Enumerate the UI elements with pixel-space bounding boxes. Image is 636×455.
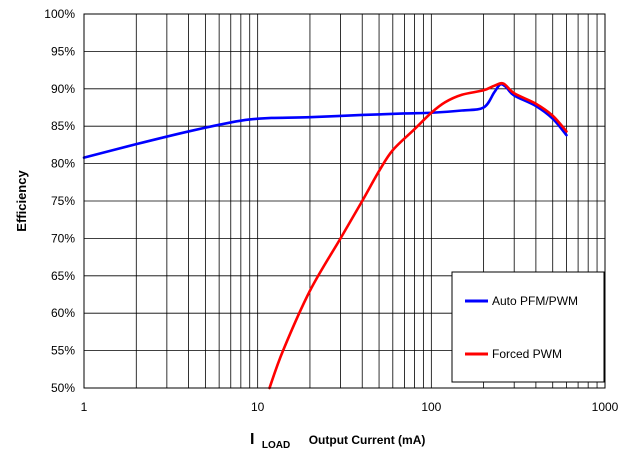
y-tick-label: 55% xyxy=(51,344,75,358)
y-axis-label: Efficiency xyxy=(14,170,29,232)
y-tick-label: 75% xyxy=(51,194,75,208)
legend-label-auto-pfm-pwm: Auto PFM/PWM xyxy=(492,294,578,308)
legend-box xyxy=(451,271,605,383)
plot-border xyxy=(83,13,606,389)
y-tick-label: 85% xyxy=(51,119,75,133)
y-tick-label: 65% xyxy=(51,269,75,283)
x-tick-label: 1 xyxy=(81,400,88,414)
series-line-forced-pwm xyxy=(268,81,568,390)
legend: Auto PFM/PWM Forced PWM xyxy=(451,271,605,383)
y-tick-labels: 100% 95% 90% 85% 80% 75% 70% 65% 60% 55% 50% xyxy=(44,7,75,395)
y-tick-label: 60% xyxy=(51,306,75,320)
x-tick-label: 1000 xyxy=(592,400,619,414)
y-tick-label: 80% xyxy=(51,157,75,171)
x-axis-label-rest: Output Current (mA) xyxy=(309,433,426,447)
y-tick-label: 95% xyxy=(51,44,75,58)
y-tick-label: 100% xyxy=(44,7,75,21)
y-tick-label: 50% xyxy=(51,381,75,395)
x-tick-labels: 1 10 100 1000 xyxy=(81,400,619,414)
y-tick-label: 90% xyxy=(51,82,75,96)
x-tick-label: 10 xyxy=(251,400,265,414)
series-layer xyxy=(82,81,568,390)
x-axis-label-subscript: LOAD xyxy=(262,440,290,451)
x-axis-label-main: I xyxy=(250,431,254,448)
y-tick-label: 70% xyxy=(51,231,75,245)
legend-label-forced-pwm: Forced PWM xyxy=(492,347,562,361)
x-axis-label: I LOAD Output Current (mA) xyxy=(250,431,425,452)
x-tick-label: 100 xyxy=(421,400,441,414)
